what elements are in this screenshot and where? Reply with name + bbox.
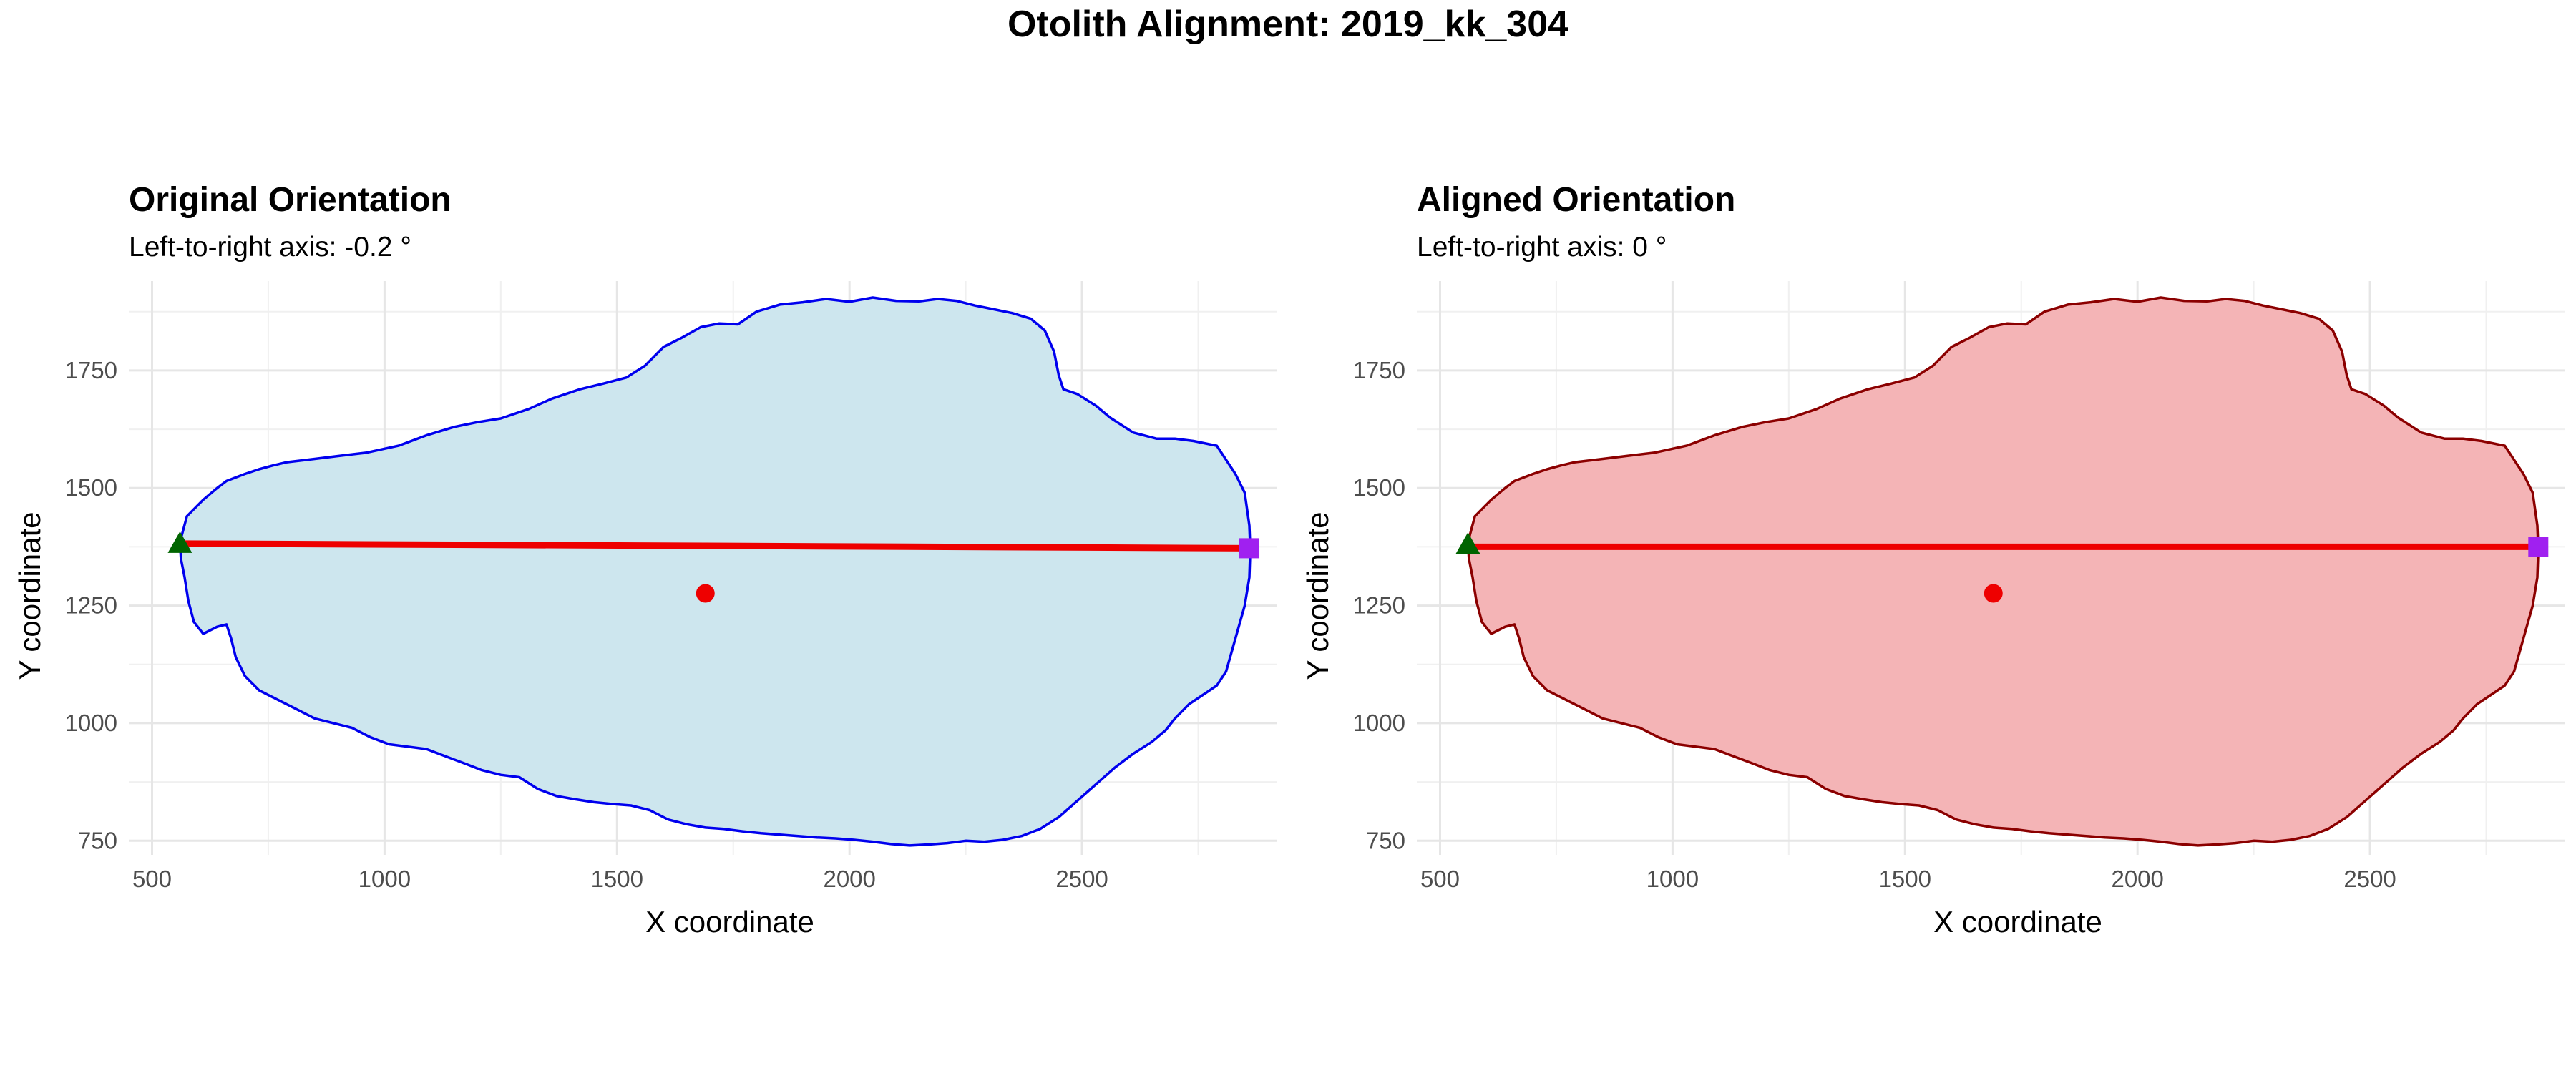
otolith-outline <box>178 296 1252 847</box>
x-tick-label: 2000 <box>2111 866 2163 892</box>
x-tick-label: 2500 <box>2343 866 2396 892</box>
x-axis-title: X coordinate <box>645 905 814 939</box>
y-tick-label: 1500 <box>65 474 117 501</box>
y-tick-label: 750 <box>1366 827 1405 853</box>
panel-aligned: Aligned Orientation Left-to-right axis: … <box>1288 0 2576 1073</box>
y-tick-label: 1000 <box>1353 710 1405 736</box>
left-point-marker <box>167 531 192 553</box>
x-tick-label: 2500 <box>1055 866 1108 892</box>
panel-title: Aligned Orientation <box>1417 181 1736 219</box>
y-axis-title: Y coordinate <box>13 511 47 680</box>
figure-title: Otolith Alignment: 2019_kk_304 <box>1007 4 1569 45</box>
axis-line <box>180 540 1250 552</box>
y-tick-label: 1000 <box>65 710 117 736</box>
panel-subtitle: Left-to-right axis: -0.2 ° <box>129 232 411 263</box>
plot-original: X coordinate Y coordinate 500 1000 1500 200… <box>13 281 1277 939</box>
centroid-point <box>696 584 715 603</box>
y-tick-label: 1750 <box>1353 357 1405 383</box>
right-point-marker <box>2528 536 2549 557</box>
panel-original: Original Orientation Left-to-right axis:… <box>13 181 1277 939</box>
y-axis-title: Y coordinate <box>1301 511 1335 680</box>
x-tick-label: 500 <box>1420 866 1460 892</box>
x-axis-title: X coordinate <box>1933 905 2102 939</box>
panel-title: Original Orientation <box>129 181 452 219</box>
x-tick-label: 1000 <box>1646 866 1699 892</box>
left-point-marker <box>1455 532 1480 554</box>
x-tick-label: 500 <box>132 866 172 892</box>
otolith-outline <box>1466 296 2540 847</box>
x-tick-label: 1000 <box>358 866 411 892</box>
y-tick-label: 1750 <box>65 357 117 383</box>
x-tick-label: 1500 <box>591 866 643 892</box>
centroid-point <box>1984 584 2003 603</box>
y-tick-label: 1500 <box>1353 474 1405 501</box>
x-tick-label: 1500 <box>1879 866 1931 892</box>
panel-subtitle: Left-to-right axis: 0 ° <box>1417 232 1667 263</box>
x-tick-label: 2000 <box>823 866 875 892</box>
y-tick-label: 1250 <box>1353 592 1405 619</box>
y-tick-label: 1250 <box>65 592 117 619</box>
y-tick-label: 750 <box>78 827 117 853</box>
right-point-marker <box>1239 538 1260 559</box>
plot-aligned: X coordinate Y coordinate 500 1000 1500 200… <box>1301 281 2565 939</box>
